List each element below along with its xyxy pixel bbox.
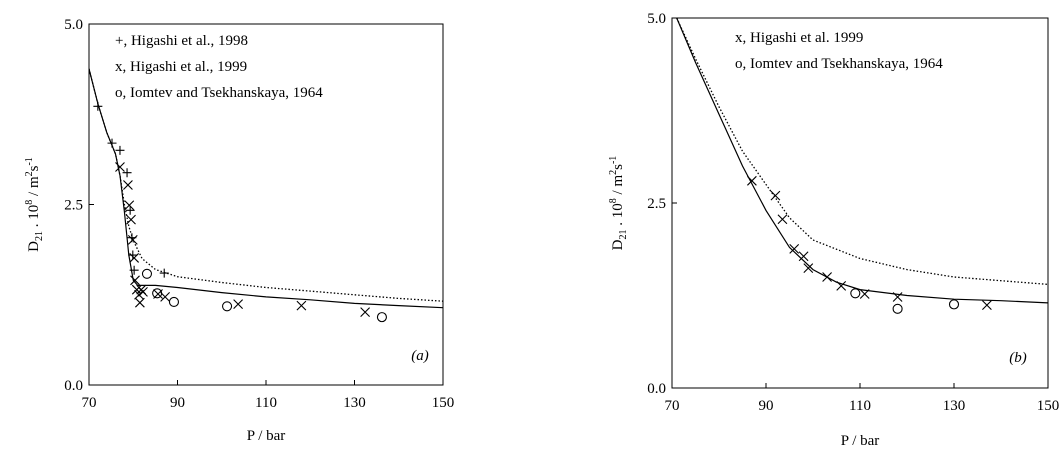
y-axis-label-part: D [610, 239, 626, 250]
x-axis-label: P / bar [247, 428, 286, 444]
point [128, 250, 138, 260]
y-tick-label: 0.0 [64, 378, 83, 394]
curve [89, 68, 443, 309]
y-tick-label: 5.0 [647, 11, 666, 27]
point [122, 168, 132, 178]
y-axis-label-part: / m [610, 175, 626, 199]
point [296, 300, 307, 311]
plot-frame [88, 23, 444, 386]
y-axis-label-part: 2 [608, 170, 619, 175]
y-axis-label-part: . 10 [610, 203, 626, 229]
plot-frame [671, 17, 1049, 389]
x-axis-label: P / bar [841, 433, 880, 449]
point [233, 299, 244, 310]
point [123, 180, 133, 190]
point [360, 307, 371, 317]
y-axis-label: D21 . 108 / m2s-1 [24, 157, 45, 252]
point [948, 299, 960, 310]
point [152, 288, 163, 299]
point [798, 251, 809, 262]
y-axis-label-part: . 10 [26, 205, 42, 231]
point [134, 289, 144, 300]
x-tick-label: 150 [432, 395, 455, 411]
y-axis-label-part: s [610, 164, 626, 170]
y-axis-label-part: 8 [608, 198, 619, 203]
x-tick-label: 90 [170, 395, 185, 411]
y-tick-label: 2.5 [647, 196, 666, 212]
point [803, 263, 814, 274]
point [892, 303, 903, 314]
point [141, 268, 153, 279]
y-tick-label: 2.5 [64, 198, 83, 214]
panel-annotation: (b) [1009, 350, 1027, 366]
y-tick-label: 0.0 [647, 381, 666, 397]
panel: 70 90 110 130 150 0.0 2.5 5.0 P / bar D21 . 108 /… [24, 17, 454, 444]
point [168, 296, 180, 308]
point [770, 190, 781, 201]
y-axis-label-part: s [26, 165, 42, 171]
curve [676, 17, 1048, 286]
y-tick-label: 5.0 [64, 17, 83, 33]
x-tick-label: 110 [255, 395, 277, 411]
x-tick-label: 70 [665, 398, 680, 414]
y-axis-label-part: 21 [618, 229, 629, 239]
point [131, 284, 142, 295]
point [850, 288, 861, 299]
legend-entry: x, Higashi et al. 1999 [735, 30, 863, 46]
point [124, 200, 135, 211]
point [115, 145, 125, 155]
x-tick-label: 150 [1037, 398, 1060, 414]
y-axis-label-part: -1 [608, 156, 619, 164]
point [134, 297, 145, 308]
point [159, 268, 169, 278]
x-tick-label: 130 [343, 395, 366, 411]
point [126, 214, 136, 225]
y-axis-label-part: 2 [24, 171, 35, 176]
y-axis-label-part: 21 [34, 231, 45, 241]
point [129, 253, 140, 263]
legend-entry: o, Iomtev and Tsekhanskaya, 1964 [115, 85, 323, 101]
x-tick-label: 130 [943, 398, 966, 414]
point [789, 243, 800, 254]
point [777, 214, 788, 225]
legend-entry: x, Higashi et al., 1999 [115, 59, 247, 75]
point [982, 300, 992, 311]
curve [89, 68, 443, 302]
point [127, 234, 138, 245]
y-axis-label-part: -1 [24, 157, 35, 165]
y-axis-label-part: D [26, 241, 42, 252]
point [138, 286, 148, 297]
point [115, 162, 125, 172]
point [376, 312, 387, 323]
x-tick-label: 70 [82, 395, 97, 411]
x-tick-label: 110 [849, 398, 871, 414]
point [125, 205, 135, 215]
y-axis-label-part: / m [26, 176, 42, 200]
point [222, 301, 233, 312]
legend-entry: o, Iomtev and Tsekhanskaya, 1964 [735, 56, 943, 72]
panel: 70 90 110 130 150 0.0 2.5 5.0 P / bar D21 . 108 /… [608, 11, 1059, 449]
panel-annotation: (a) [411, 348, 429, 364]
x-tick-label: 90 [759, 398, 774, 414]
y-axis-label-part: 8 [24, 200, 35, 205]
legend-entry: +, Higashi et al., 1998 [115, 33, 248, 49]
y-axis-label: D21 . 108 / m2s-1 [608, 156, 629, 251]
curve [676, 17, 1048, 304]
point [130, 275, 140, 286]
